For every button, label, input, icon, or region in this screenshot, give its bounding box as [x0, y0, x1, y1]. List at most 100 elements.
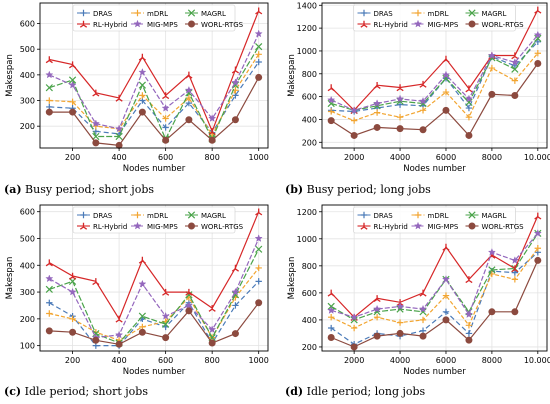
data-point [327, 117, 335, 125]
data-point [373, 82, 381, 89]
data-point [327, 333, 335, 341]
data-point [138, 328, 146, 336]
plot-frame [39, 2, 269, 149]
data-point [419, 80, 427, 88]
data-point [465, 104, 473, 112]
data-point [373, 332, 381, 340]
legend-label: mDRL [428, 212, 449, 220]
data-point [231, 264, 239, 272]
legend-label: DRAS [93, 212, 113, 220]
series-line [49, 10, 260, 133]
legend-marker [468, 211, 476, 219]
data-point [185, 307, 193, 315]
data-point [231, 81, 240, 89]
series-line [331, 38, 539, 111]
data-point [327, 108, 335, 115]
data-point [534, 245, 542, 252]
legend-marker [360, 222, 368, 230]
data-point [534, 34, 542, 43]
data-point [69, 108, 77, 116]
chart-b: 2000 4000 6000 8000 10.000 200 400 600 800 1000 12… [287, 1, 550, 174]
legend-label: MIG-MPS [428, 223, 459, 231]
y-tick-label: 1000 [297, 235, 317, 244]
data-point [231, 287, 240, 296]
x-tick-label: 2000 [344, 356, 364, 365]
data-point [255, 73, 263, 81]
series-mdrl [327, 245, 542, 332]
data-point [255, 7, 263, 15]
legend-label: MIG-MPS [428, 21, 459, 29]
data-point [327, 324, 335, 332]
y-axis-label: Makespan [5, 54, 15, 97]
data-point [511, 308, 519, 316]
data-point [69, 272, 77, 280]
data-point [442, 308, 450, 315]
legend-marker [468, 20, 476, 28]
data-point [139, 92, 146, 99]
data-point [488, 64, 496, 72]
data-point [69, 61, 77, 69]
chart-a: 200 400 600 800 1000 200 300 400 500 600 Nodes num… [5, 2, 269, 174]
data-point [115, 141, 123, 149]
data-point [465, 113, 473, 121]
legend-label: RL-Hybrid [93, 223, 127, 231]
data-point [534, 60, 542, 68]
data-point [372, 304, 382, 313]
data-point [350, 117, 358, 124]
series-mig-mps [327, 30, 542, 114]
legend-label: MAGRL [201, 10, 226, 18]
caption-b-label: (b) [285, 183, 304, 196]
legend-label: WORL-RTGS [201, 21, 244, 29]
caption-a: (a) Busy period; short jobs [4, 183, 154, 196]
data-point [373, 123, 381, 131]
y-tick-label: 400 [20, 261, 35, 270]
data-point [511, 77, 519, 84]
y-tick-label: 600 [302, 93, 317, 102]
series-line [330, 260, 539, 348]
data-point [69, 98, 76, 106]
data-point [161, 311, 170, 320]
data-point [68, 80, 77, 89]
x-tick-label: 10.000 [524, 356, 550, 365]
data-point [396, 113, 404, 121]
series-rl-hybrid [45, 7, 263, 136]
caption-a-label: (a) [4, 183, 22, 196]
data-point [464, 94, 474, 103]
legend-marker [413, 221, 423, 230]
data-point [534, 212, 542, 220]
data-point [92, 336, 100, 344]
data-point [350, 343, 358, 351]
caption-d-label: (d) [285, 385, 304, 398]
data-point [511, 65, 519, 73]
series-line [330, 247, 539, 329]
legend-label: RL-Hybrid [374, 21, 408, 29]
data-point [115, 132, 123, 141]
x-tick-label: 600 [158, 153, 173, 162]
legend-marker [79, 222, 88, 230]
data-point [327, 314, 335, 321]
legend-label: RL-Hybrid [93, 21, 127, 29]
data-point [208, 136, 216, 144]
legend-marker [80, 9, 87, 17]
data-point [45, 274, 54, 283]
data-point [350, 316, 358, 324]
series-rl-hybrid [327, 6, 542, 115]
data-point [231, 330, 239, 338]
data-point [511, 276, 519, 283]
caption-c-text: Idle period; short jobs [24, 385, 148, 398]
data-point [45, 108, 53, 116]
legend-label: WORL-RTGS [482, 21, 525, 29]
data-point [396, 319, 404, 326]
data-point [162, 115, 169, 122]
data-point [487, 51, 497, 60]
data-point [441, 70, 451, 79]
data-point [138, 279, 147, 288]
data-point [350, 131, 358, 139]
data-point [372, 99, 382, 107]
legend-marker [187, 9, 196, 17]
data-point [327, 289, 335, 297]
legend-label: WORL-RTGS [201, 223, 244, 231]
y-tick-label: 200 [20, 315, 35, 324]
series-line [330, 52, 539, 122]
data-point [91, 119, 100, 128]
